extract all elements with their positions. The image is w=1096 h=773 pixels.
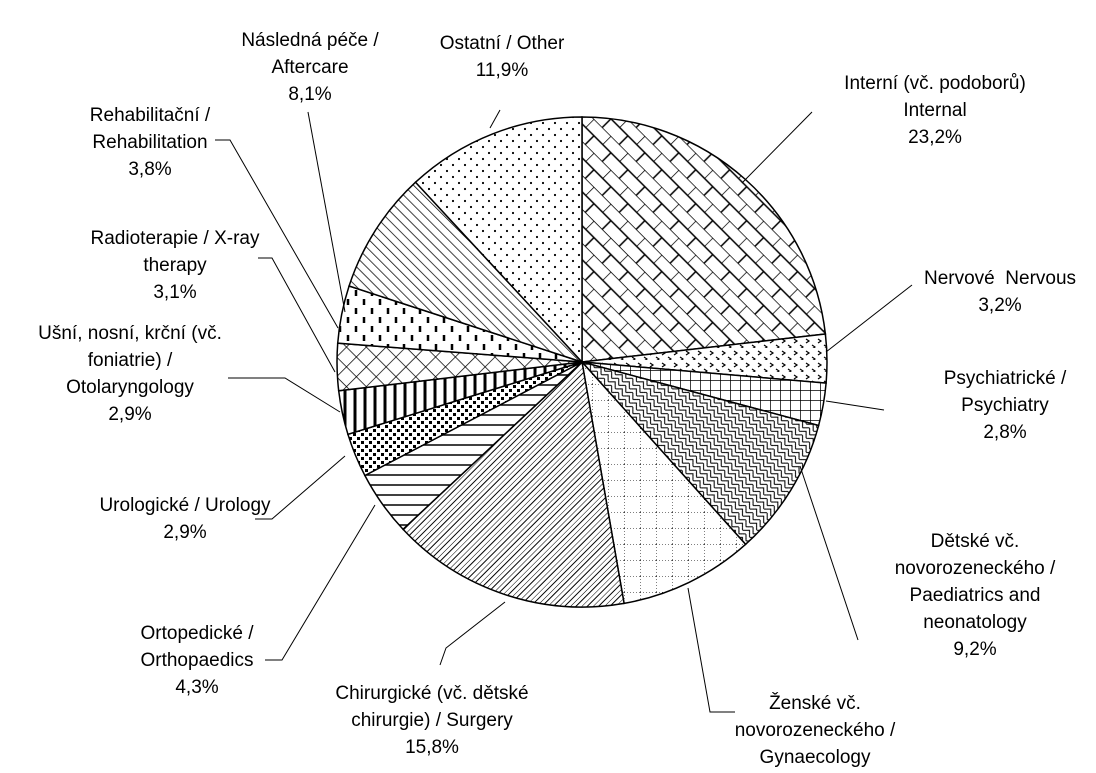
value-label: 2,9%: [108, 404, 152, 425]
leader-line: [265, 504, 376, 661]
slice-label: Radioterapie / X-ray therapy 3,1%: [75, 225, 275, 306]
slice-label: Dětské vč. novorozeneckého / Paediatrics…: [885, 528, 1065, 663]
pie-slice: [580, 359, 747, 605]
leader-line: [489, 109, 501, 129]
value-label: 9,2%: [953, 639, 997, 660]
slice-label: Chirurgické (vč. dětské chirurgie) / Sur…: [320, 680, 545, 761]
leader-line: [307, 111, 346, 313]
category-name: Chirurgické (vč. dětské chirurgie) / Sur…: [335, 683, 534, 731]
value-label: 11,9%: [475, 60, 529, 81]
category-name: Urologické / Urology: [99, 495, 271, 516]
category-name: Ostatní / Other: [439, 33, 565, 54]
category-name: Ženské vč. novorozeneckého / Gynaecology: [734, 693, 901, 768]
slice-label: Ostatní / Other 11,9%: [417, 30, 587, 84]
value-label: 8,1%: [288, 84, 332, 105]
value-label: 3,1%: [153, 282, 197, 303]
category-name: Psychiatrické / Psychiatry: [943, 368, 1072, 416]
slice-label: Nervové Nervous 3,2%: [900, 265, 1096, 319]
pie-slice: [348, 181, 585, 364]
value-label: 23,2%: [908, 127, 962, 148]
slice-label: Následná péče / Aftercare 8,1%: [230, 27, 390, 108]
slice-label: Urologické / Urology 2,9%: [70, 492, 300, 546]
value-label: 3,2%: [978, 295, 1022, 316]
leader-line: [215, 139, 339, 329]
slice-label: Psychiatrické / Psychiatry 2,8%: [930, 365, 1080, 446]
slice-label: Ženské vč. novorozeneckého / Gynaecology…: [725, 690, 905, 773]
value-label: 15,8%: [405, 737, 459, 758]
value-label: 4,3%: [175, 677, 219, 698]
category-name: Ortopedické / Orthopaedics: [140, 623, 259, 671]
value-label: 3,8%: [128, 159, 172, 180]
leader-line: [741, 111, 813, 184]
category-name: Nervové Nervous: [923, 268, 1077, 289]
leader-line: [228, 377, 341, 413]
slice-label: Ušní, nosní, krční (vč. foniatrie) / Oto…: [23, 320, 238, 428]
leader-line: [258, 257, 336, 373]
leader-line: [799, 465, 859, 641]
leader-line: [825, 400, 885, 411]
value-label: 2,8%: [983, 422, 1027, 443]
category-name: Dětské vč. novorozeneckého / Paediatrics…: [894, 531, 1061, 633]
leader-line: [439, 601, 506, 666]
pie-slice: [401, 360, 625, 608]
pie-slice: [581, 116, 827, 363]
value-label: 2,9%: [163, 522, 207, 543]
category-name: Radioterapie / X-ray therapy: [90, 228, 265, 276]
pie-slice: [579, 360, 820, 546]
slice-label: Rehabilitační / Rehabilitation 3,8%: [75, 102, 225, 183]
category-name: Interní (vč. podoborů) Internal: [844, 73, 1032, 121]
leader-line: [825, 284, 913, 353]
slice-label: Ortopedické / Orthopaedics 4,3%: [127, 620, 267, 701]
leader-line: [255, 455, 346, 520]
category-name: Následná péče / Aftercare: [241, 30, 383, 78]
slice-label: Interní (vč. podoborů) Internal 23,2%: [823, 70, 1048, 151]
pie-slice: [414, 116, 583, 364]
category-name: Ušní, nosní, krční (vč. foniatrie) / Oto…: [38, 323, 228, 398]
leader-line: [687, 587, 735, 713]
category-name: Rehabilitační / Rehabilitation: [89, 105, 216, 153]
